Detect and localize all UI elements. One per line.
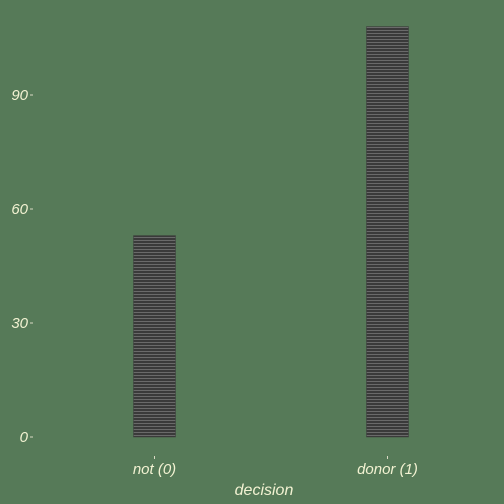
bars-layer — [133, 26, 409, 438]
y-tick-label: 30 — [11, 315, 28, 332]
y-axis: 0 30 60 90 — [11, 87, 33, 446]
y-tick-label: 90 — [11, 87, 28, 104]
y-tick-label: 60 — [11, 201, 28, 218]
x-axis-title: decision — [235, 482, 294, 499]
x-tick-label: donor (1) — [357, 461, 418, 478]
bar-1 — [366, 26, 409, 438]
x-axis: not (0) donor (1) — [133, 456, 418, 478]
x-tick-label: not (0) — [133, 461, 176, 478]
y-tick-label: 0 — [20, 429, 29, 446]
bar-0 — [133, 235, 176, 438]
